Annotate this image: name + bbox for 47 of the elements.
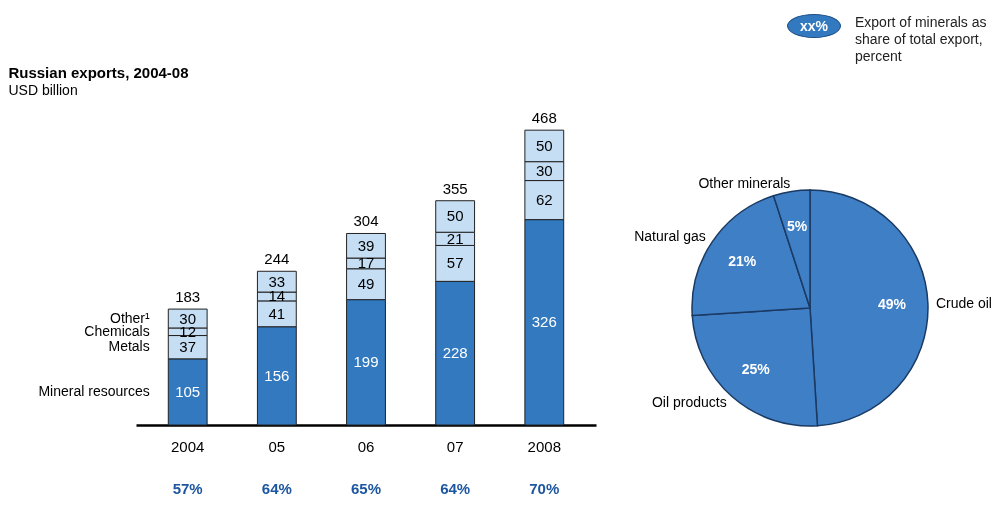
data-label: 25% bbox=[741, 360, 771, 377]
chart-subtitle: USD billion bbox=[8, 82, 78, 98]
series-label: Metals bbox=[108, 338, 150, 355]
data-label: 5% bbox=[787, 218, 808, 235]
total-label: 304 bbox=[353, 212, 379, 230]
data-label: 21% bbox=[728, 252, 757, 269]
data-label: 33 bbox=[268, 272, 286, 290]
text: 64% bbox=[440, 480, 471, 497]
slice-label: Crude oil bbox=[935, 295, 992, 312]
series-label: Mineral resources bbox=[38, 382, 150, 399]
text: xx% bbox=[786, 14, 841, 38]
text: 57% bbox=[172, 480, 203, 497]
slice-label: Natural gas bbox=[634, 228, 706, 245]
data-label: 62 bbox=[535, 191, 553, 209]
text: 64% bbox=[261, 480, 292, 497]
text: 70% bbox=[529, 480, 560, 497]
total-label: 468 bbox=[531, 109, 557, 127]
data-label: 37 bbox=[179, 338, 197, 356]
data-label: 199 bbox=[353, 353, 379, 371]
x-tick-label: 06 bbox=[357, 437, 375, 455]
x-tick-label: 2008 bbox=[527, 437, 561, 455]
slice-label: Oil products bbox=[651, 393, 727, 410]
data-label: 39 bbox=[357, 236, 375, 254]
data-label: 105 bbox=[175, 382, 201, 400]
data-label: 30 bbox=[535, 162, 553, 180]
slice-label: Other minerals bbox=[698, 174, 791, 191]
data-label: 326 bbox=[531, 313, 557, 331]
data-label: 49 bbox=[357, 275, 375, 293]
data-label: 156 bbox=[264, 366, 290, 384]
text: 65% bbox=[350, 480, 382, 497]
x-tick-label: 07 bbox=[446, 437, 464, 455]
x-tick-label: 2004 bbox=[171, 437, 205, 455]
data-label: 17 bbox=[357, 254, 375, 272]
text: Export of minerals as share of total export, percent bbox=[855, 14, 988, 65]
data-label: 50 bbox=[446, 207, 464, 225]
data-label: 57 bbox=[446, 254, 464, 272]
chart-title: Russian exports, 2004-08 bbox=[8, 64, 189, 81]
data-label: 228 bbox=[442, 344, 468, 362]
data-label: 41 bbox=[268, 304, 286, 322]
data-label: 50 bbox=[535, 136, 553, 154]
x-tick-label: 05 bbox=[268, 437, 286, 455]
data-label: 49% bbox=[877, 296, 907, 313]
data-label: 30 bbox=[179, 309, 197, 327]
total-label: 244 bbox=[264, 250, 290, 268]
data-label: 21 bbox=[446, 229, 464, 247]
total-label: 183 bbox=[175, 288, 201, 306]
total-label: 355 bbox=[442, 179, 468, 197]
